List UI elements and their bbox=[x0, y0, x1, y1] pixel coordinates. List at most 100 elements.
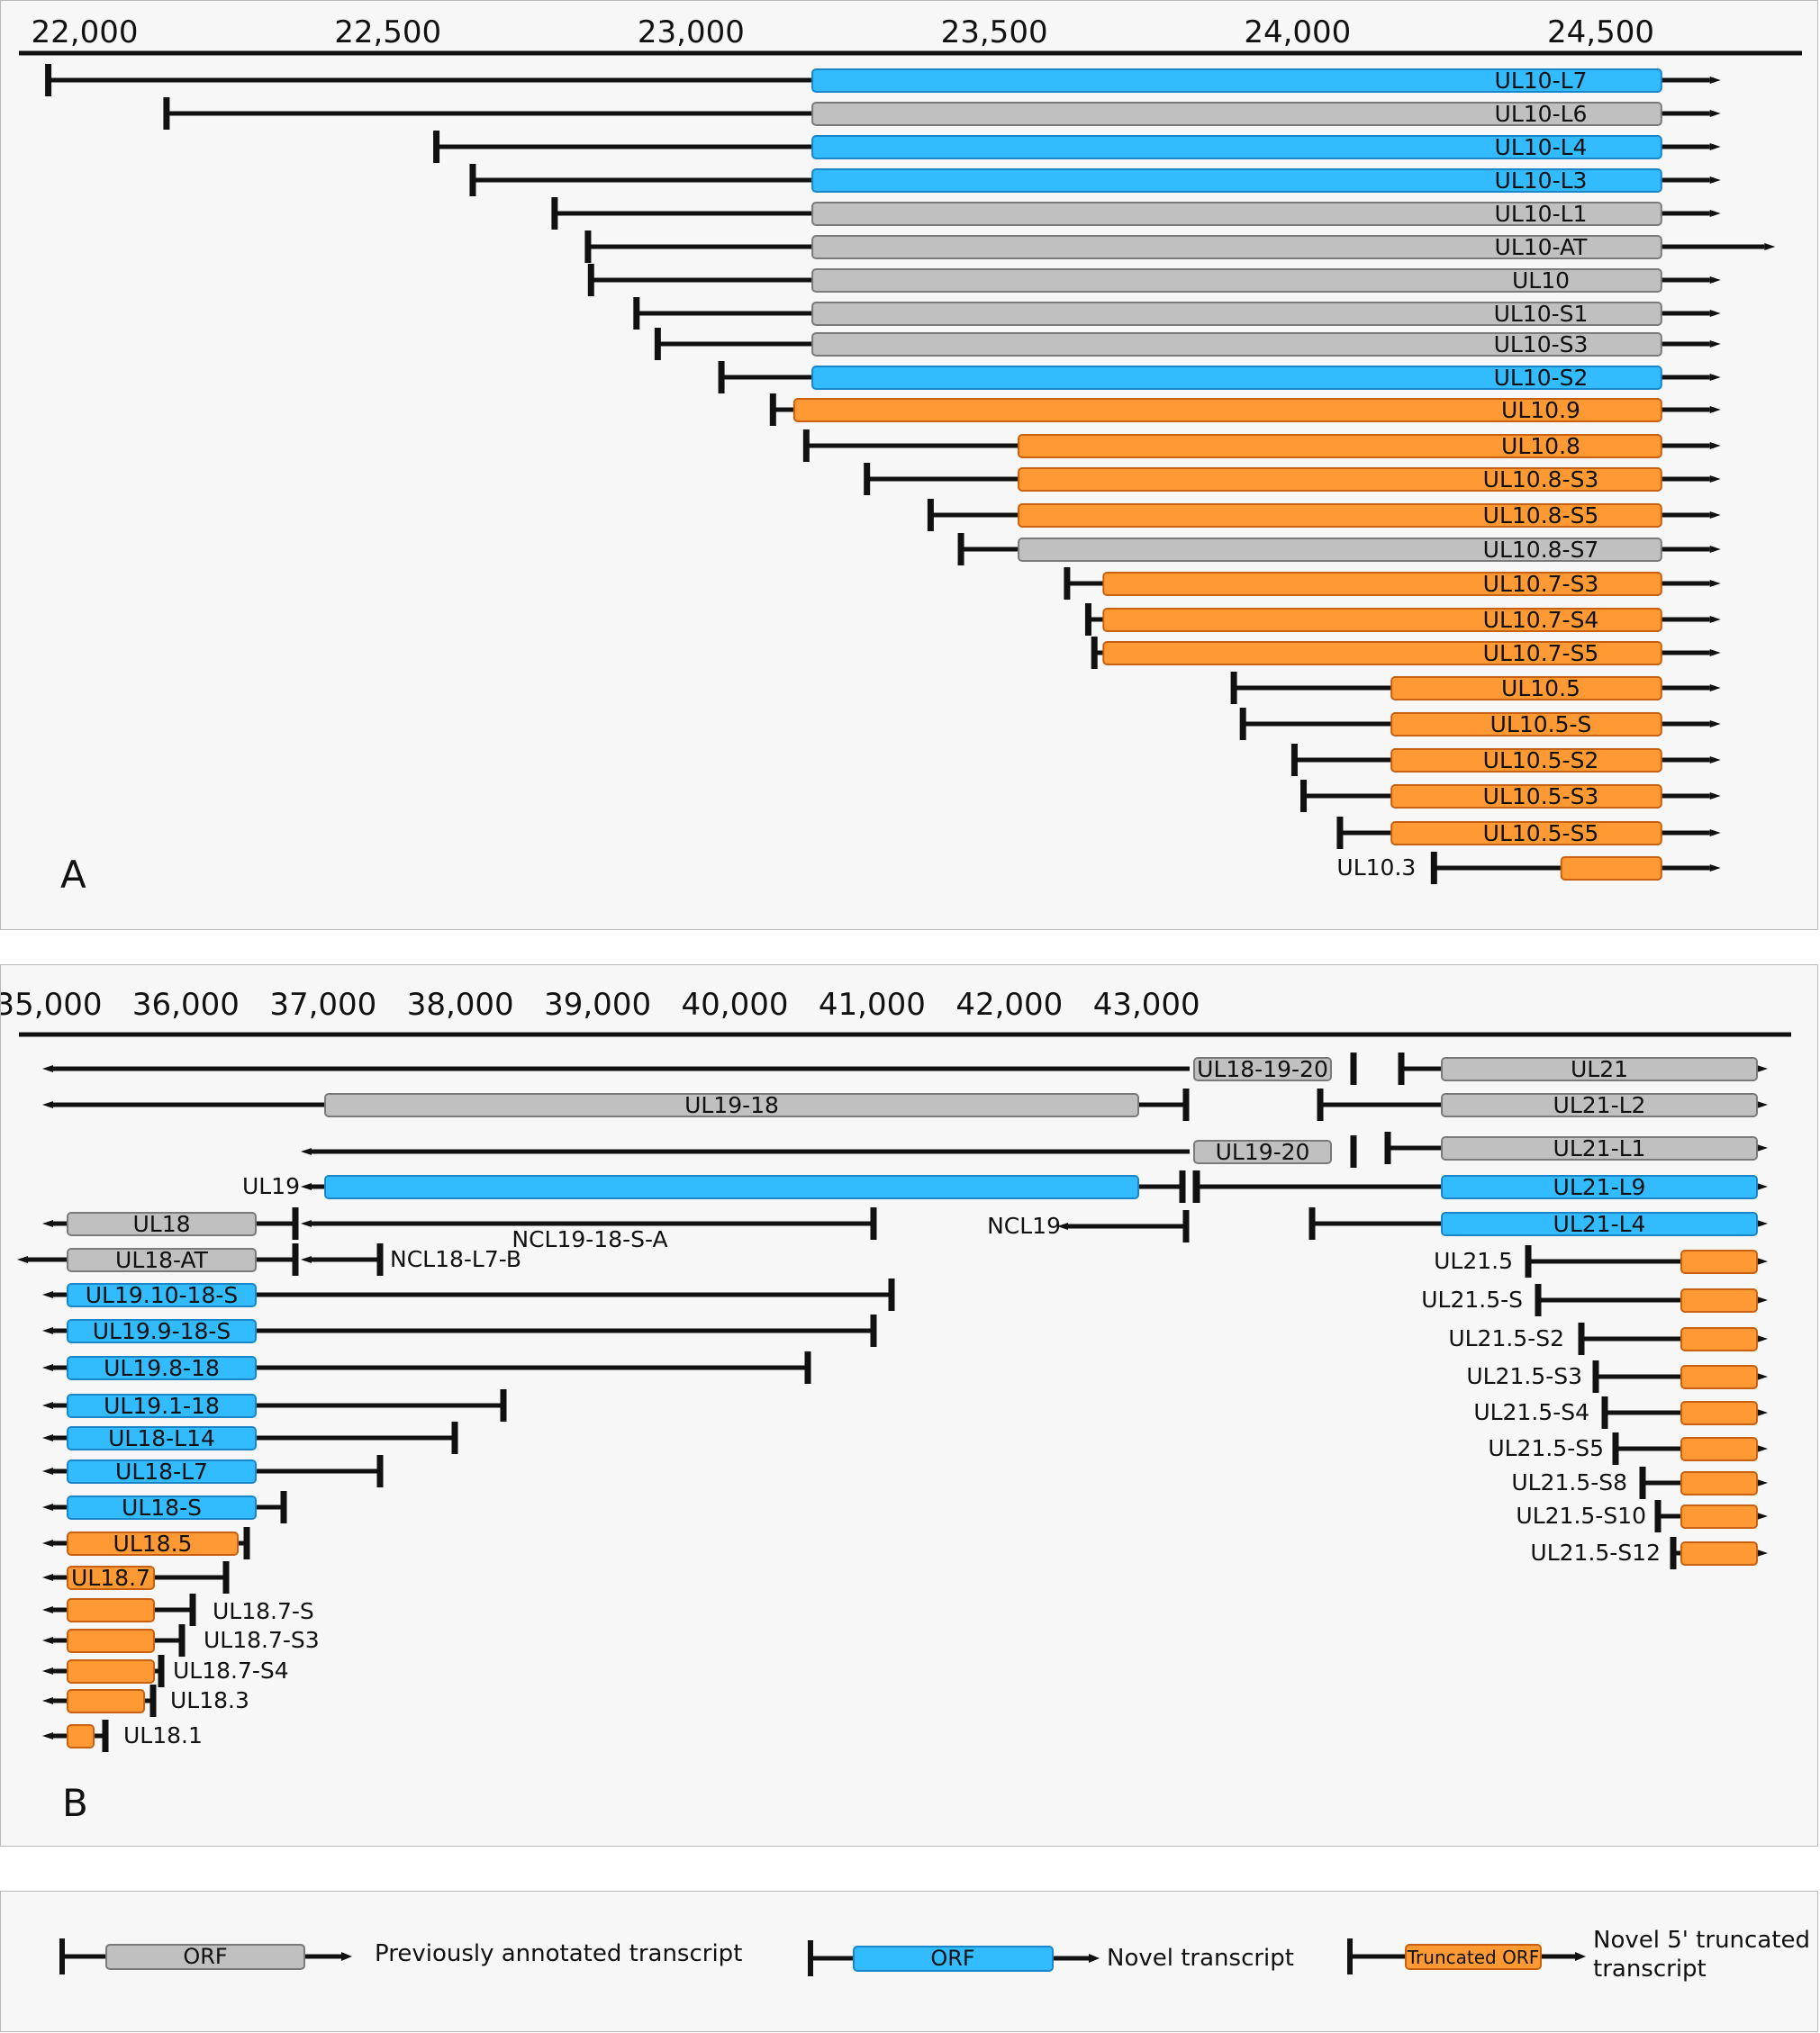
transcript-label: UL21.5-S bbox=[1421, 1287, 1523, 1313]
orf-box bbox=[67, 1356, 257, 1380]
transcript-label: UL18-L7 bbox=[115, 1459, 208, 1485]
transcript-ul10-5: UL10.5 bbox=[1230, 672, 1721, 704]
transcript-label: NCL19 bbox=[987, 1213, 1061, 1239]
transcript-ul19-9-18-s: UL19.9-18-S bbox=[42, 1315, 877, 1347]
transcript-label: UL18-19-20 bbox=[1197, 1056, 1328, 1082]
orf-box bbox=[324, 1175, 1139, 1199]
axis-tick-label: 22,000 bbox=[32, 14, 139, 50]
legend-truncated-orf-label: Truncated ORF bbox=[1407, 1947, 1539, 1968]
transcript-ul10-l3: UL10-L3 bbox=[469, 164, 1721, 196]
transcript-label: UL10.5-S bbox=[1490, 711, 1592, 737]
orf-box bbox=[1390, 676, 1662, 700]
axis-tick-label: 23,500 bbox=[941, 14, 1048, 50]
orf-box bbox=[1680, 1327, 1758, 1351]
transcript-label: UL18.7-S3 bbox=[204, 1627, 320, 1653]
transcript-label: UL10-S3 bbox=[1494, 331, 1589, 357]
orf-box bbox=[792, 398, 1662, 422]
orf-box bbox=[1680, 1541, 1758, 1566]
transcript-ul10-9: UL10.9 bbox=[769, 393, 1721, 426]
panel-b-ticks: 35,000 36,000 37,000 38,000 39,000 40,000 41,0… bbox=[1, 987, 1200, 1023]
axis-tick-label: 23,000 bbox=[638, 14, 745, 50]
transcript-label: UL21.5-S4 bbox=[1473, 1399, 1589, 1425]
axis-tick-label: 24,000 bbox=[1244, 14, 1351, 50]
transcript-label: UL18.3 bbox=[170, 1687, 249, 1713]
axis-tick-label: 42,000 bbox=[955, 987, 1063, 1023]
transcript-ul10-8-s7: UL10.8-S7 bbox=[957, 533, 1721, 565]
transcript-ul21-l2: UL21-L2 bbox=[1317, 1089, 1768, 1121]
transcript-label: UL21.5-S5 bbox=[1488, 1435, 1604, 1461]
transcript-ncl19: NCL19 bbox=[987, 1210, 1190, 1242]
transcript-ul10-7-s5: UL10.7-S5 bbox=[1091, 637, 1721, 669]
orf-box bbox=[1390, 784, 1662, 809]
transcript-ul10-7-s3: UL10.7-S3 bbox=[1064, 567, 1721, 600]
orf-box bbox=[1193, 1057, 1332, 1081]
transcript-label: NCL18-L7-B bbox=[390, 1246, 521, 1272]
transcript-ul18-l14: UL18-L14 bbox=[42, 1422, 458, 1454]
transcript-ul18-7-s4: UL18.7-S4 bbox=[42, 1655, 289, 1687]
transcript-ul10-l6: UL10-L6 bbox=[163, 97, 1721, 130]
transcript-ul18-3: UL18.3 bbox=[42, 1685, 249, 1717]
transcript-label: UL19 bbox=[242, 1173, 300, 1199]
transcript-label: UL18.7 bbox=[71, 1565, 150, 1591]
axis-tick-label: 37,000 bbox=[269, 987, 376, 1023]
orf-box bbox=[67, 1248, 257, 1272]
transcript-label: UL21-L2 bbox=[1553, 1092, 1646, 1118]
orf-box bbox=[811, 168, 1662, 193]
transcript-ul18: UL18 bbox=[42, 1207, 299, 1240]
axis-tick-label: 35,000 bbox=[1, 987, 102, 1023]
transcript-ul19-20: UL19-20 bbox=[301, 1135, 1357, 1168]
transcript-label: UL10.8 bbox=[1501, 433, 1580, 459]
transcript-label: UL19.9-18-S bbox=[93, 1318, 231, 1344]
orf-box bbox=[811, 366, 1662, 390]
transcript-ul10-7-s4: UL10.7-S4 bbox=[1084, 603, 1721, 636]
transcript-ul21-5-s3: UL21.5-S3 bbox=[1466, 1360, 1768, 1393]
orf-box bbox=[1680, 1471, 1758, 1495]
transcript-ul18-5: UL18.5 bbox=[42, 1527, 250, 1559]
orf-box bbox=[1390, 821, 1662, 845]
transcript-ul18-at: UL18-AT bbox=[17, 1243, 299, 1276]
legend-truncated-text-1: Novel 5' truncated bbox=[1593, 1927, 1810, 1954]
orf-box bbox=[1018, 467, 1662, 492]
axis-tick-label: 24,500 bbox=[1547, 14, 1654, 50]
legend-novel-orf-label: ORF bbox=[930, 1946, 974, 1971]
orf-box bbox=[1680, 1504, 1758, 1529]
transcript-ul21-5-s10: UL21.5-S10 bbox=[1516, 1500, 1768, 1532]
axis-tick-label: 36,000 bbox=[132, 987, 240, 1023]
transcript-ul19: UL19 bbox=[242, 1170, 1186, 1203]
transcript-label: UL19.8-18 bbox=[104, 1355, 220, 1381]
transcript-label: UL21.5 bbox=[1434, 1248, 1513, 1274]
orf-box bbox=[67, 1532, 239, 1556]
transcript-ul10-s3: UL10-S3 bbox=[654, 328, 1721, 360]
orf-box bbox=[1680, 1250, 1758, 1274]
transcript-ul21-5-s12: UL21.5-S12 bbox=[1530, 1537, 1768, 1569]
orf-box bbox=[1441, 1136, 1758, 1161]
transcript-label: UL21-L1 bbox=[1553, 1135, 1646, 1161]
transcript-ul18-7: UL18.7 bbox=[42, 1561, 230, 1594]
transcript-label: UL10-S2 bbox=[1494, 365, 1589, 391]
orf-box bbox=[67, 1629, 155, 1653]
transcript-label: UL19-18 bbox=[684, 1092, 779, 1118]
transcript-label: UL10.8-S3 bbox=[1483, 466, 1599, 492]
transcript-label: UL10.8-S5 bbox=[1483, 502, 1599, 529]
transcript-label: UL10.5 bbox=[1501, 675, 1580, 701]
transcript-label: UL10.7-S5 bbox=[1483, 640, 1599, 666]
transcript-label: UL21.5-S8 bbox=[1511, 1469, 1627, 1495]
legend-novel-symbol: ORF bbox=[808, 1940, 1100, 1976]
orf-box bbox=[1441, 1212, 1758, 1236]
legend-novel-text: Novel transcript bbox=[1107, 1945, 1294, 1972]
orf-box bbox=[1193, 1140, 1332, 1164]
orf-box bbox=[811, 268, 1662, 293]
panel-b-label: B bbox=[62, 1781, 88, 1825]
legend: ORF ORF Truncated ORF Previously annotat… bbox=[0, 1891, 1818, 2032]
transcript-label: UL10.9 bbox=[1501, 397, 1580, 423]
orf-box bbox=[811, 332, 1662, 357]
transcript-label: UL10-AT bbox=[1495, 234, 1589, 260]
transcript-ul19-10-18-s: UL19.10-18-S bbox=[42, 1279, 895, 1311]
orf-box bbox=[1441, 1057, 1758, 1081]
transcript-ul21-5-s8: UL21.5-S8 bbox=[1511, 1467, 1768, 1499]
orf-box bbox=[1018, 538, 1662, 562]
transcript-label: UL21.5-S12 bbox=[1530, 1540, 1661, 1566]
transcript-ul10-8-s3: UL10.8-S3 bbox=[864, 463, 1721, 495]
transcript-label: UL18.7-S bbox=[213, 1598, 314, 1624]
panel-b: 35,000 36,000 37,000 38,000 39,000 40,000 41,0… bbox=[0, 964, 1818, 1847]
